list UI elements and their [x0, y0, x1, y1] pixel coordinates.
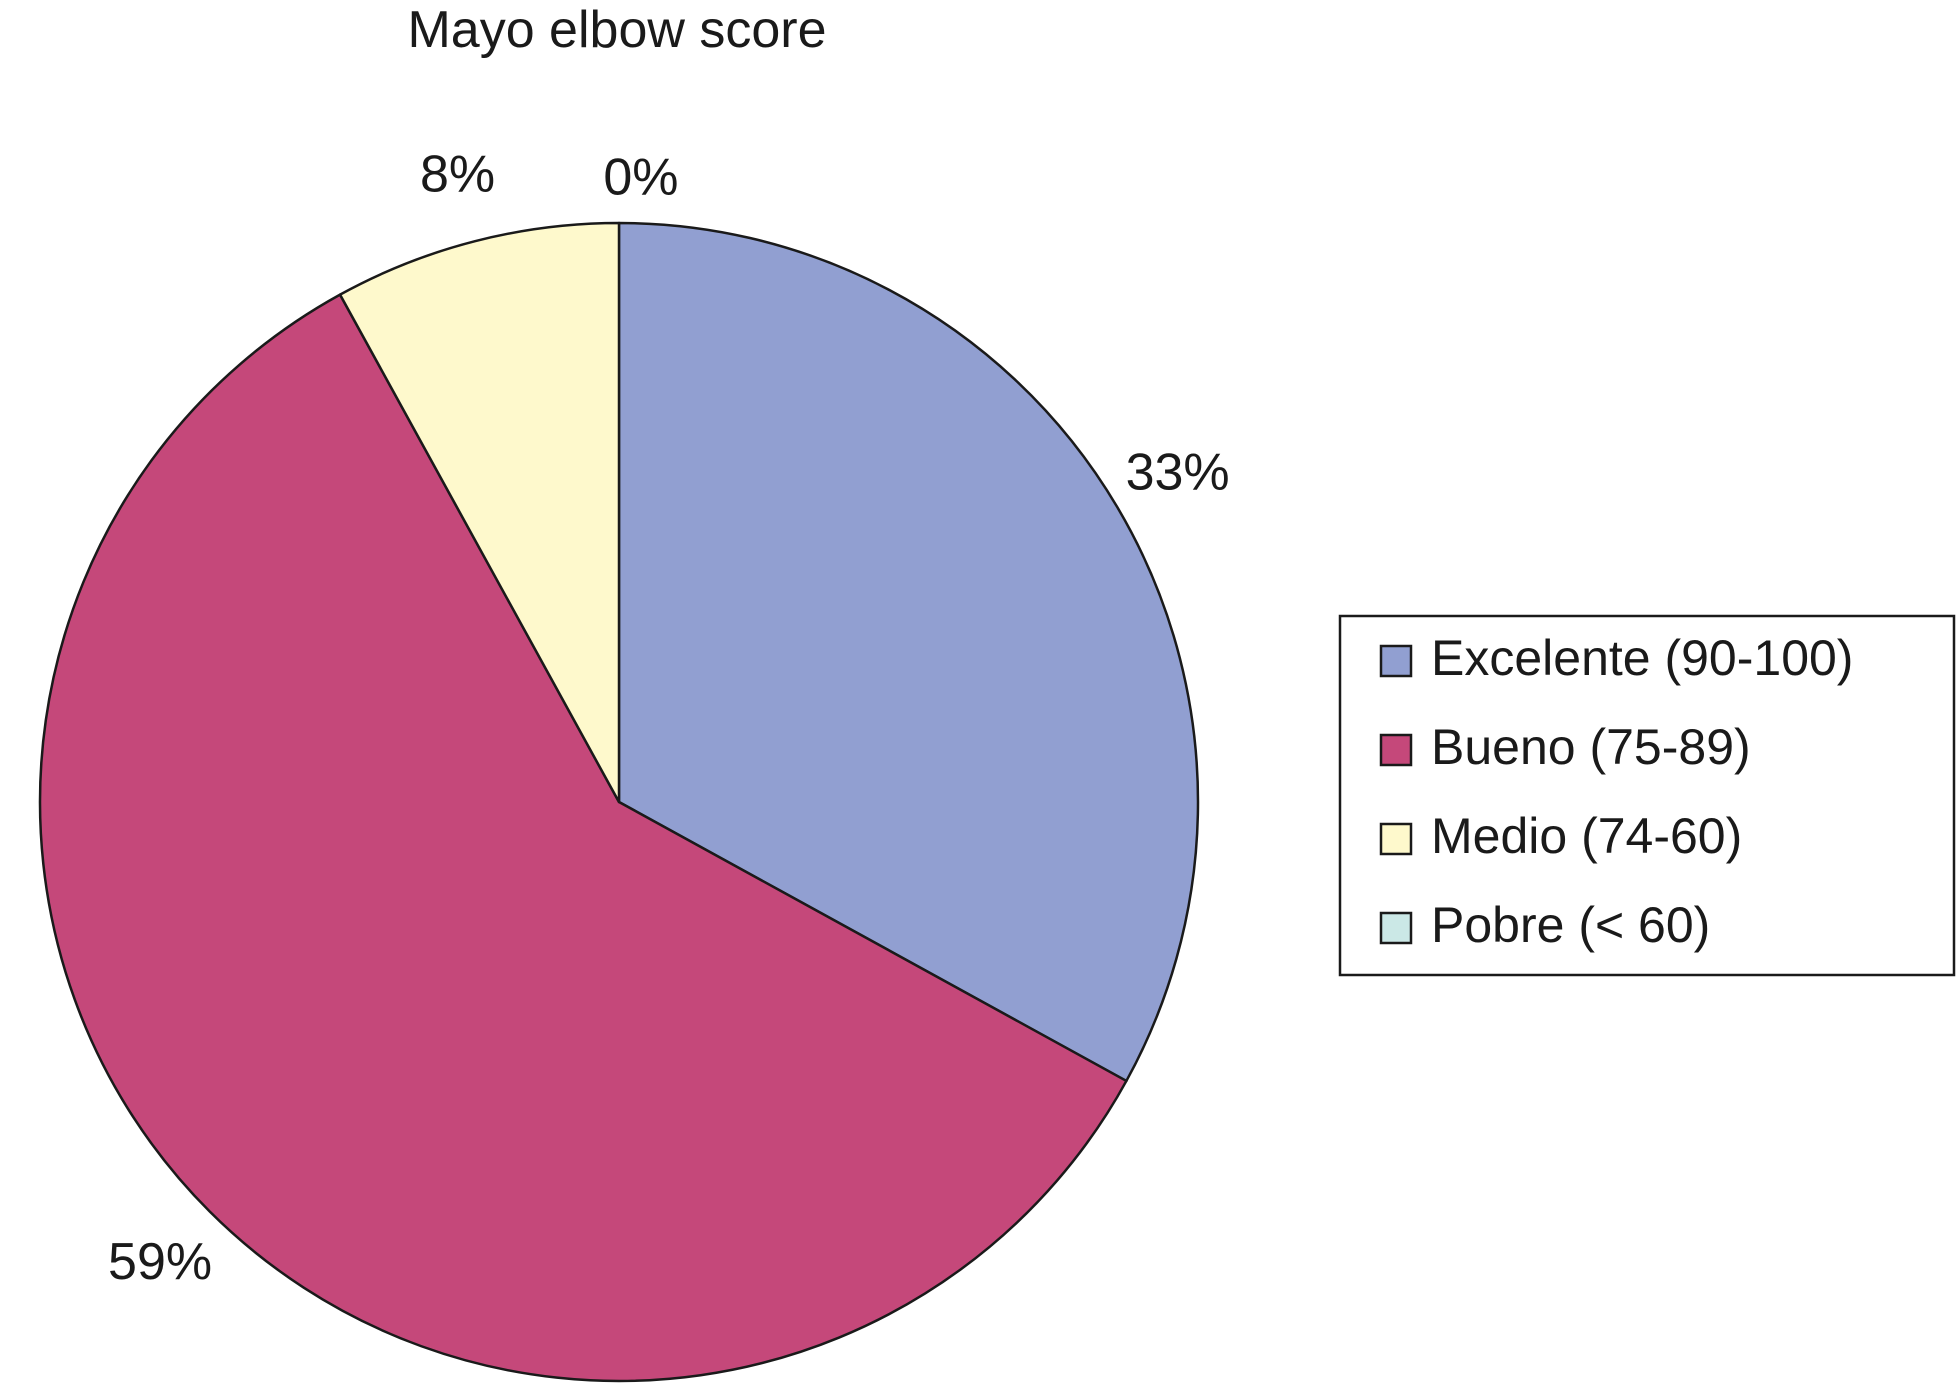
data-label-pobre-60: 0%: [603, 148, 678, 206]
legend-label-bueno-75-89: Bueno (75-89): [1431, 719, 1751, 775]
pie-slices: [38, 221, 1200, 1383]
pie-slice-bueno-75-89: [38, 293, 1128, 1383]
data-label-medio-74-60: 8%: [420, 145, 495, 203]
legend-swatch-bueno-75-89: [1379, 733, 1413, 767]
legend-box: [1338, 614, 1956, 977]
pie-labels: 33% 59% 8% 0%: [108, 145, 1230, 1291]
chart-title: Mayo elbow score: [407, 1, 826, 59]
data-label-excelente-90-100: 33%: [1126, 444, 1230, 502]
pie-slice-excelente-90-100: [617, 221, 1200, 1083]
pie-slice-medio-74-60: [338, 221, 621, 804]
legend: Excelente (90-100) Bueno (75-89) Medio (74…: [1338, 614, 1956, 977]
legend-swatch-excelente-90-100: [1379, 644, 1413, 678]
legend-swatch-pobre-60: [1379, 911, 1413, 945]
data-label-bueno-75-89: 59%: [108, 1233, 212, 1291]
legend-label-medio-74-60: Medio (74-60): [1431, 808, 1742, 864]
legend-label-excelente-90-100: Excelente (90-100): [1431, 630, 1853, 686]
legend-label-pobre-60: Pobre (< 60): [1431, 897, 1710, 953]
legend-swatch-medio-74-60: [1379, 822, 1413, 856]
